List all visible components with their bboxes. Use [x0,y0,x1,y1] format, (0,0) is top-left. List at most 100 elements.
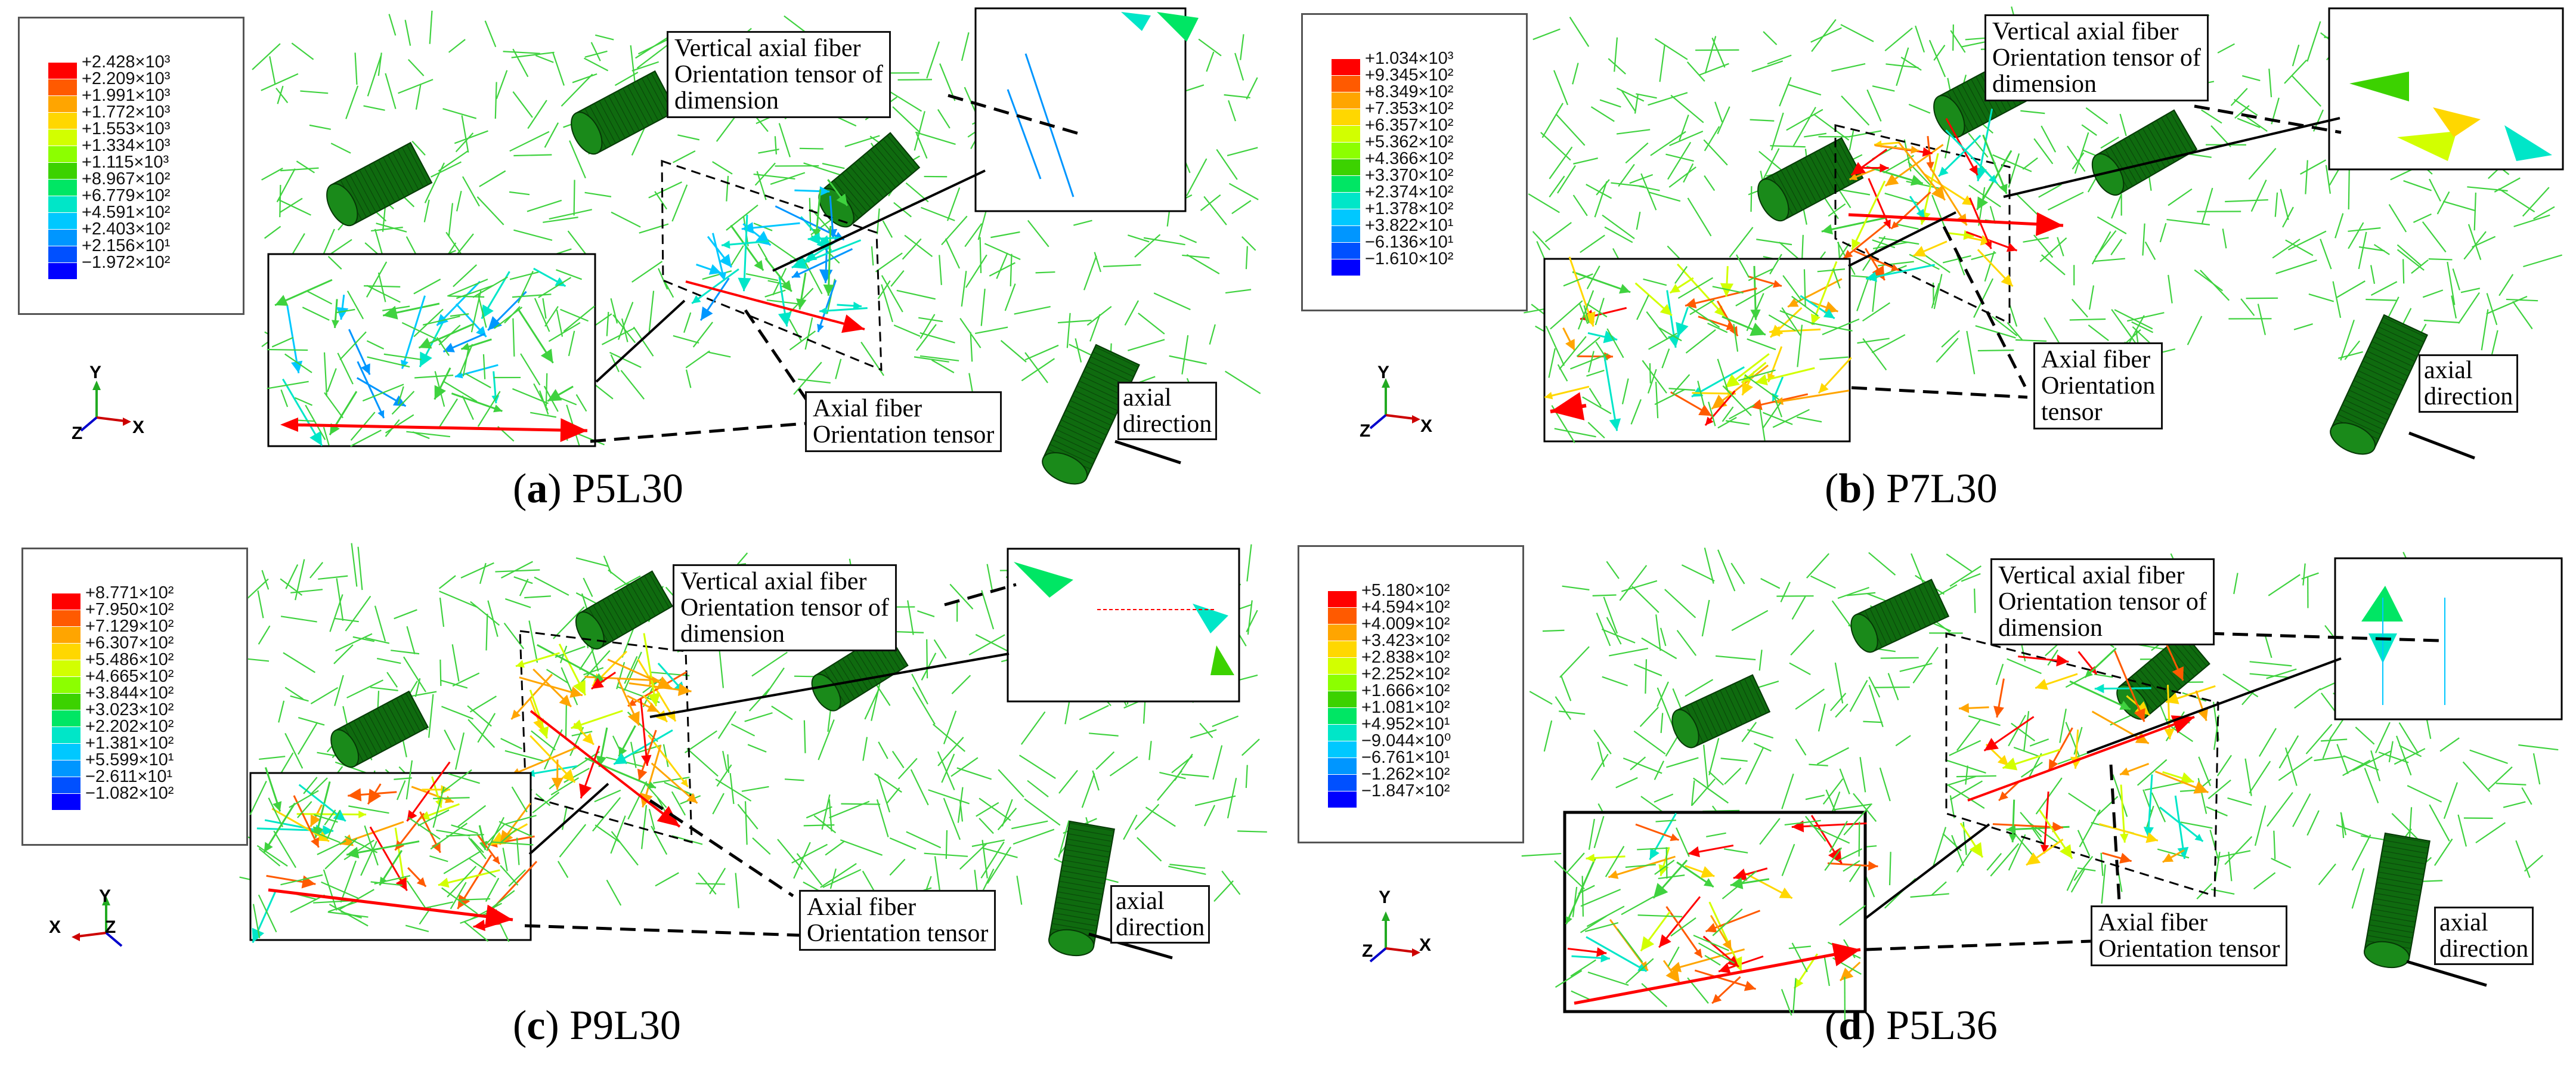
fiber [2462,761,2491,792]
legend-swatch [1328,591,1357,607]
fiber [450,313,469,317]
legend-swatch [52,710,80,726]
fiber [1746,293,1764,332]
cylinder-mesh [1068,828,1113,837]
fiber [362,384,404,402]
cylinder-mesh [2364,355,2408,377]
tensor-arrowhead [1885,174,1899,186]
fiber [382,203,386,232]
fiber [1583,305,1590,323]
fiber [904,234,933,258]
fiber [344,836,378,854]
legend-level: +4.009×10² [1361,614,1450,633]
fiber [1822,778,1844,805]
tensor-arrowhead [1670,961,1682,973]
fiber [1602,214,1635,239]
cylinder-mesh [2123,138,2147,179]
fiber [2469,749,2508,764]
fiber [494,307,523,329]
fiber [2503,801,2526,808]
fiber [1629,174,1654,184]
fiber [889,837,917,850]
fiber [1616,87,1645,102]
fiber [394,777,412,780]
cylinder-mesh [1057,891,1103,900]
fiber [1621,580,1658,592]
cylinder-mesh [1776,172,1798,213]
fiber [500,828,518,843]
cylinder-mesh [1690,703,1709,741]
fiber [949,583,974,610]
triad-label-y: Y [99,886,112,906]
cylinder-mesh [862,156,892,191]
fiber [2305,723,2333,755]
fiber [1961,41,1986,48]
cylinder-mesh [1058,886,1103,895]
fiber [1014,305,1051,315]
fiber [520,353,541,386]
fiber [406,626,416,654]
fiber [1790,629,1815,656]
fiber [329,239,352,256]
fiber [2398,744,2422,757]
tensor-arrowhead [1988,174,1998,184]
tensor-arrowhead [657,676,672,689]
fiber [1004,283,1016,311]
tensor-arrowhead [1659,934,1671,948]
cylinder-mesh [1966,81,1988,122]
fiber [1572,886,1578,917]
legend-c: +8.771×10² +7.950×10² +7.129×10² +6.307×10²… [21,548,248,846]
tensor-arrowhead [1866,271,1878,282]
legend-swatch [48,163,77,179]
cylinder-mesh [1061,865,1107,874]
fiber [512,293,552,298]
fiber [1888,852,1891,886]
tensor-line [2043,791,2049,854]
fiber [2292,75,2321,107]
triad-label-x: X [132,418,145,437]
fiber [1831,63,1866,72]
cylinder-mesh [2382,850,2427,859]
fiber [1843,860,1860,872]
legend-swatch [48,230,77,246]
tensor-arrowhead [807,232,821,245]
tensor-arrowhead [555,277,566,286]
fiber [2038,184,2062,198]
fiber [546,669,569,684]
cylinder-mesh [1067,404,1111,426]
tensor-line [1665,906,1703,958]
cylinder-mesh [2160,117,2184,157]
fiber [2011,722,2036,741]
fiber [336,308,355,314]
fiber [1837,586,1869,599]
fiber [2285,239,2314,256]
fiber [268,797,284,827]
fiber [430,161,462,178]
tensor-arrowhead [1931,185,1945,200]
legend-level: +3.370×10² [1365,166,1454,185]
cylinder-mesh [2379,866,2424,875]
fiber [2344,340,2361,360]
cylinder-mesh [1063,415,1107,436]
legend-level: +2.838×10² [1361,648,1450,667]
fiber [1676,630,1697,656]
fiber [258,894,277,933]
axial-fiber-label: Axial fiber Orientation tensor [2033,342,2163,429]
fiber [269,56,276,84]
steel-bar-cylinder [571,70,677,155]
tensor-arrowhead [1775,397,1784,406]
fiber [1677,277,1714,299]
fiber [719,650,724,688]
fiber [874,773,902,793]
cylinder-mesh [1705,697,1723,734]
fiber [1200,194,1221,211]
legend-level: +5.180×10² [1361,581,1450,600]
fiber [544,306,559,327]
tensor-arrowhead [582,732,594,745]
fiber [495,569,540,573]
triad-label-x: X [49,917,61,937]
fiber [1856,277,1869,311]
tensor-line [691,268,739,304]
fiber [1691,778,1716,806]
fiber [770,172,806,185]
